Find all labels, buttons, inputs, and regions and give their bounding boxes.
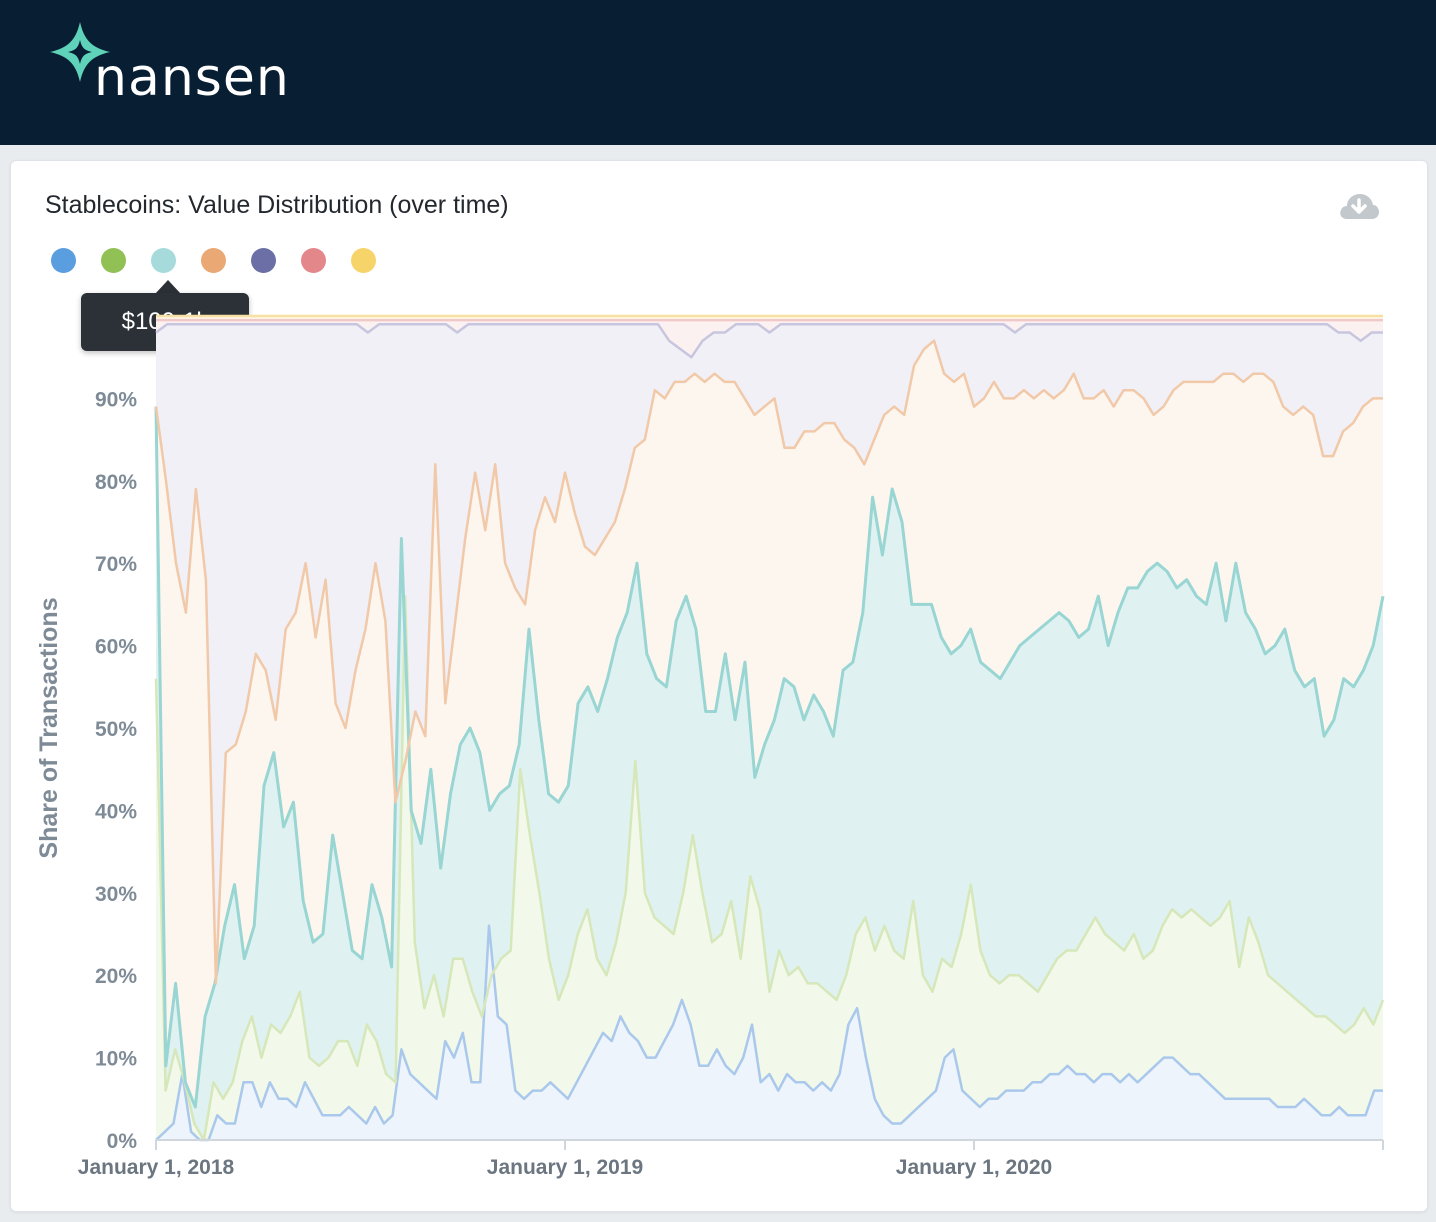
top-navigation-bar: nansen [0,0,1436,145]
y-tick-label: 0% [107,1130,138,1153]
y-tick-label: 10% [95,1048,137,1071]
y-tick-label: 70% [95,553,137,576]
brand-name[interactable]: nansen [94,48,290,108]
series-line-1 [155,924,1383,1142]
y-tick-label: 30% [95,883,137,906]
series-line-5 [155,322,1383,359]
legend-dot-2[interactable] [101,248,126,273]
series-line-2 [154,594,1385,1142]
y-axis-label: Share of Transactions [35,597,63,858]
y-tick-label: 40% [95,800,137,823]
legend-dot-6[interactable] [301,248,326,273]
series-area-2 [156,596,1383,1140]
y-tick-label: 80% [95,471,137,494]
series-line-3 [154,406,1385,1109]
legend-dot-1[interactable] [51,248,76,273]
chart-title: Stablecoins: Value Distribution (over ti… [45,191,509,219]
x-tick-label: January 1, 2018 [78,1156,235,1179]
series-area-1 [156,925,1383,1140]
series-line-4 [154,339,1383,985]
legend-dot-7[interactable] [351,248,376,273]
tooltip-arrow [155,280,181,294]
legend-dot-3[interactable] [151,248,176,273]
cloud-download-icon[interactable] [1337,191,1381,223]
nansen-logo-icon [50,22,110,82]
legend-dot-5[interactable] [251,248,276,273]
y-tick-label: 60% [95,636,137,659]
y-tick-label: 50% [95,718,137,741]
legend-dot-4[interactable] [201,248,226,273]
x-tick-label: January 1, 2019 [487,1156,643,1179]
y-tick-label: 90% [95,388,137,411]
x-tick-label: January 1, 2020 [896,1156,1052,1179]
y-tick-label: 20% [95,965,137,988]
